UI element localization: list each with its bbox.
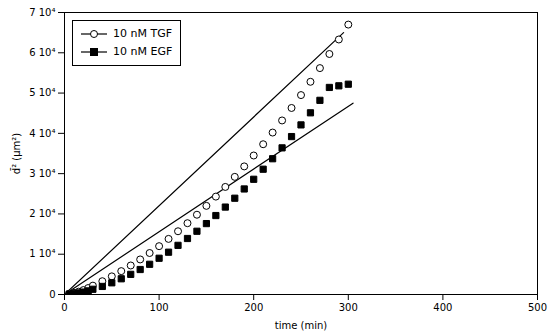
html-text:10 nM TGF: 10 nM TGF — [113, 27, 172, 40]
svg-text:0: 0 — [61, 302, 67, 313]
svg-text:d̄² (μm²): d̄² (μm²) — [10, 133, 22, 175]
svg-text:3 10⁴: 3 10⁴ — [29, 168, 55, 179]
svg-text:500: 500 — [528, 302, 547, 313]
svg-text:4 10⁴: 4 10⁴ — [29, 128, 55, 139]
svg-text:0: 0 — [49, 289, 55, 300]
svg-text:6 10⁴: 6 10⁴ — [29, 47, 55, 58]
svg-text:1 10⁴: 1 10⁴ — [29, 248, 55, 259]
svg-text:200: 200 — [244, 302, 263, 313]
svg-text:5 10⁴: 5 10⁴ — [29, 87, 55, 98]
svg-text:time (min): time (min) — [275, 320, 328, 331]
svg-text:7 10⁴: 7 10⁴ — [29, 7, 55, 18]
svg-text:2 10⁴: 2 10⁴ — [29, 208, 55, 219]
svg-text:300: 300 — [339, 302, 358, 313]
svg-text:100: 100 — [150, 302, 169, 313]
svg-text:400: 400 — [433, 302, 452, 313]
html-text:10 nM EGF: 10 nM EGF — [113, 45, 173, 58]
